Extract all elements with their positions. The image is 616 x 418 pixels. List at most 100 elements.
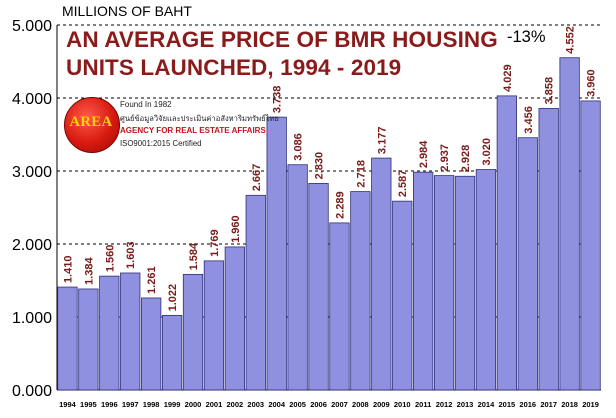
value-label: 3.456	[523, 106, 535, 134]
x-tick-label: 2004	[268, 400, 286, 409]
x-tick-label: 1997	[122, 400, 139, 409]
value-label: 1.384	[83, 257, 95, 285]
bar	[413, 171, 434, 391]
value-label: 2.830	[314, 152, 326, 180]
x-tick-label: 2010	[394, 400, 411, 409]
x-tick-label: 2005	[289, 400, 306, 409]
bar	[266, 116, 287, 391]
x-tick-label: 2014	[478, 400, 496, 409]
value-label: 3.738	[272, 86, 284, 114]
bar	[141, 297, 162, 391]
chart-title: AN AVERAGE PRICE OF BMR HOUSING UNITS LA…	[66, 26, 536, 82]
x-tick-label: 2000	[185, 400, 202, 409]
bar	[308, 183, 329, 391]
bar	[475, 169, 497, 391]
value-label: 3.858	[544, 77, 556, 105]
bar	[371, 157, 392, 391]
x-tick-label: 2019	[582, 400, 599, 409]
logo-agency-name: AGENCY FOR REAL ESTATE AFFAIRS	[120, 126, 266, 135]
x-tick-label: 2015	[499, 400, 516, 409]
bar	[329, 222, 350, 391]
bar	[78, 288, 99, 391]
value-label: 1.960	[230, 215, 242, 243]
bars	[57, 57, 601, 391]
y-axis-unit-label: MILLIONS OF BAHT	[62, 3, 192, 19]
chart-title-line-2: UNITS LAUNCHED, 1994 - 2019	[66, 55, 402, 80]
change-annotation: -13%	[507, 28, 546, 46]
value-label: 1.769	[209, 229, 221, 257]
logo-founded-text: Found In 1982	[120, 100, 172, 109]
bar	[245, 194, 266, 391]
value-label: 1.560	[104, 245, 116, 273]
bar	[580, 100, 601, 391]
value-label: 4.552	[565, 26, 577, 54]
bar	[182, 273, 204, 391]
value-labels: 1.410 1.384 1.560 1.603 1.261 1.022 1.584 1.769…	[62, 26, 597, 311]
x-tick-label: 2008	[352, 400, 369, 409]
area-logo: AREA Found In 1982 ศูนย์ข้อมูลวิจัยและปร…	[64, 97, 279, 157]
x-tick-label: 2012	[436, 400, 453, 409]
y-tick-label: 5.000	[12, 18, 52, 35]
value-label: 2.984	[418, 140, 430, 168]
x-tick-label: 2001	[206, 400, 223, 409]
bar	[57, 286, 78, 391]
x-tick-label: 1995	[80, 400, 97, 409]
value-label: 4.029	[502, 64, 514, 92]
value-label: 1.603	[125, 241, 137, 269]
bar	[287, 164, 308, 391]
value-label: 2.718	[355, 160, 367, 188]
bar	[538, 107, 559, 391]
x-tick-label: 2013	[457, 400, 474, 409]
x-tick-label: 2007	[331, 400, 348, 409]
bar	[517, 137, 538, 391]
x-tick-label: 2017	[540, 400, 557, 409]
value-label: 1.022	[167, 284, 179, 312]
value-label: 2.928	[460, 145, 472, 173]
value-label: 1.261	[146, 266, 158, 294]
bar	[203, 260, 225, 391]
bar	[224, 246, 245, 391]
x-axis-labels: 1994 1995 1996 1997 1998 1999 2000 2001 2002 2003…	[59, 400, 599, 409]
value-label: 1.584	[188, 242, 200, 270]
x-tick-label: 2018	[561, 400, 578, 409]
x-tick-label: 2011	[415, 400, 431, 409]
bar	[392, 200, 413, 391]
value-label: 3.086	[293, 133, 305, 161]
area-logo-icon	[64, 97, 120, 153]
x-tick-label: 2016	[519, 400, 536, 409]
value-label: 3.020	[481, 138, 493, 166]
bar	[350, 191, 371, 391]
logo-iso-text: ISO9001:2015 Certified	[120, 139, 202, 148]
x-tick-label: 2009	[373, 400, 390, 409]
y-tick-label: 3.000	[12, 164, 52, 181]
x-tick-label: 1994	[59, 400, 77, 409]
x-tick-label: 2002	[227, 400, 244, 409]
chart-title-line-1: AN AVERAGE PRICE OF BMR HOUSING	[66, 27, 498, 52]
value-label: 3.960	[586, 69, 598, 97]
value-label: 2.289	[334, 191, 346, 219]
bar	[161, 314, 183, 391]
bar	[99, 275, 120, 391]
bar	[559, 57, 580, 391]
x-tick-label: 1998	[143, 400, 160, 409]
x-tick-label: 1999	[164, 400, 181, 409]
value-label: 1.410	[62, 256, 74, 284]
value-label: 2.937	[439, 144, 451, 172]
bar	[496, 95, 517, 391]
value-label: 3.177	[376, 127, 388, 155]
bar	[120, 272, 141, 391]
y-tick-label: 2.000	[12, 237, 52, 254]
y-tick-label: 1.000	[12, 310, 52, 327]
y-tick-label: 4.000	[12, 91, 52, 108]
x-tick-label: 2003	[247, 400, 264, 409]
area-logo-mark: AREA	[69, 114, 113, 130]
bar	[433, 175, 455, 391]
value-label: 2.587	[397, 170, 409, 198]
x-tick-label: 2006	[310, 400, 327, 409]
logo-thai-name: ศูนย์ข้อมูลวิจัยและประเมินค่าอสังหาริมทร…	[120, 114, 279, 123]
y-axis: 0.000 1.000 2.000 3.000 4.000 5.000	[12, 18, 601, 400]
x-tick-label: 1996	[101, 400, 118, 409]
y-tick-label: 0.000	[12, 383, 52, 400]
bar	[454, 175, 476, 391]
